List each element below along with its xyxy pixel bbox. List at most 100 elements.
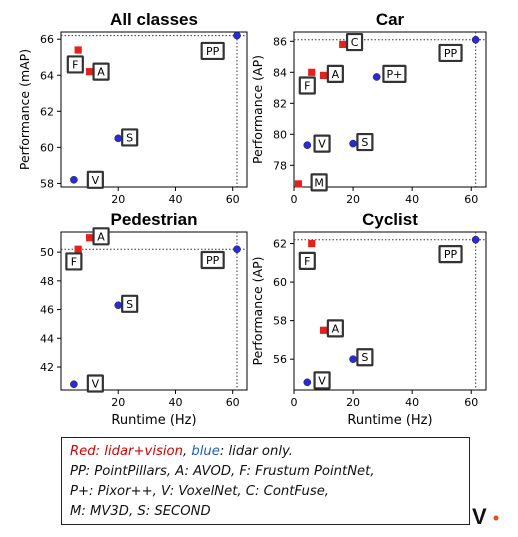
point-label: M: [314, 176, 324, 189]
x-tick-label: 40: [405, 193, 419, 206]
point-v: [70, 175, 78, 184]
point-label-box: [65, 252, 83, 271]
y-tick-label: 62: [40, 105, 54, 118]
x-tick-label: 40: [168, 396, 182, 409]
point-v: [303, 141, 312, 149]
point-label: S: [361, 351, 368, 364]
point-label: A: [332, 68, 340, 81]
point-label-box: [313, 371, 331, 390]
x-tick-label: 60: [226, 396, 240, 409]
point-label-box: [326, 64, 344, 83]
x-tick-label: 60: [226, 193, 240, 206]
point-label-box: [438, 43, 463, 63]
point-label: PP: [206, 254, 220, 267]
axes-frame: [293, 31, 487, 188]
panel-all-classes: All classes 20 40 60 58 60 62 64 66 Performance (…: [17, 10, 248, 206]
y-tick-label: 82: [273, 97, 287, 110]
panel-title: Pedestrian: [111, 210, 198, 229]
point-label-box: [92, 227, 110, 246]
point-label-box: [345, 32, 364, 52]
y-tick-label: 66: [40, 33, 54, 46]
y-axis-label: Performance (AP): [250, 256, 265, 365]
point-label: V: [318, 138, 326, 151]
point-label: F: [304, 79, 310, 92]
logo-dot: [493, 515, 499, 521]
point-label: F: [72, 58, 78, 71]
point-label: A: [332, 322, 340, 335]
legend-box: Red: lidar+vision, blue: lidar only. PP:…: [61, 437, 470, 525]
logo-letter: V: [472, 504, 487, 529]
point-label-box: [200, 41, 225, 61]
x-tick-label: 20: [346, 396, 360, 409]
point-pp: [471, 35, 480, 44]
point-v: [303, 378, 312, 387]
y-tick-label: 56: [273, 353, 287, 366]
point-label: V: [92, 174, 100, 187]
x-tick-label: 60: [464, 396, 478, 409]
point-label: S: [126, 131, 133, 144]
point-label: V: [92, 378, 100, 391]
panel-cyclist: Cyclist 0 20 40 60 56 58 60 62 Performance (AP) Ru…: [250, 210, 487, 428]
panel-title: Cyclist: [362, 210, 418, 229]
y-tick-label: 50: [40, 246, 54, 259]
point-s: [114, 134, 123, 143]
point-label: A: [97, 66, 105, 79]
panel-title: Car: [376, 10, 405, 29]
y-tick-label: 42: [40, 361, 54, 374]
y-tick-label: 48: [40, 275, 54, 288]
x-tick-label: 60: [464, 193, 478, 206]
point-label: C: [351, 36, 359, 49]
legend-line-2: PP: PointPillars, A: AVOD, F: Frustum Po…: [70, 464, 375, 479]
point-s: [349, 355, 357, 363]
point-label: S: [126, 298, 133, 311]
point-label-box: [92, 62, 110, 81]
point-label-box: [86, 374, 104, 393]
axes-frame: [293, 231, 487, 391]
point-label-box: [326, 319, 344, 338]
point-label-box: [298, 251, 316, 271]
point-label: F: [71, 255, 77, 268]
y-tick-label: 58: [40, 177, 54, 190]
point-label-box: [200, 250, 225, 270]
point-f: [308, 239, 316, 248]
x-tick-label: 20: [111, 193, 125, 206]
point-label: PP: [444, 47, 458, 60]
point-label: PP: [206, 45, 220, 58]
point-label: S: [361, 136, 368, 149]
legend-separator: ,: [182, 444, 192, 459]
point-a: [86, 68, 94, 76]
point-label: F: [304, 255, 310, 268]
point-f: [74, 46, 82, 54]
y-axis-label: Performance (mAP): [17, 49, 32, 170]
y-tick-label: 60: [273, 276, 287, 289]
x-tick-label: 0: [291, 396, 298, 409]
point-label: P+: [387, 68, 403, 81]
y-axis-label: Performance (AP): [250, 55, 265, 164]
point-label-box: [438, 245, 463, 264]
legend-blue-text: blue: [191, 444, 220, 459]
point-label: PP: [444, 248, 458, 261]
point-a: [319, 71, 328, 79]
y-tick-label: 64: [40, 69, 54, 82]
legend-red-text: Red: lidar+vision: [70, 444, 183, 459]
point-label-box: [121, 128, 139, 147]
point-label-box: [298, 76, 316, 95]
y-tick-label: 62: [273, 238, 287, 251]
y-tick-label: 46: [40, 304, 54, 317]
point-label-box: [121, 294, 139, 313]
point-a: [86, 234, 94, 242]
x-tick-label: 40: [405, 396, 419, 409]
y-tick-label: 80: [273, 128, 287, 141]
point-label-box: [356, 132, 374, 152]
point-pp: [233, 31, 241, 40]
y-tick-label: 84: [273, 66, 287, 79]
point-label: A: [97, 230, 105, 243]
point-label-box: [86, 170, 104, 189]
point-v: [70, 380, 78, 389]
x-tick-label: 20: [111, 396, 125, 409]
point-label-box: [356, 348, 374, 367]
panel-pedestrian: Pedestrian 20 40 60 42 44 46 48 50 Runtime (Hz) PP…: [40, 210, 248, 428]
point-f: [74, 245, 82, 253]
x-axis-label: Runtime (Hz): [347, 413, 432, 428]
